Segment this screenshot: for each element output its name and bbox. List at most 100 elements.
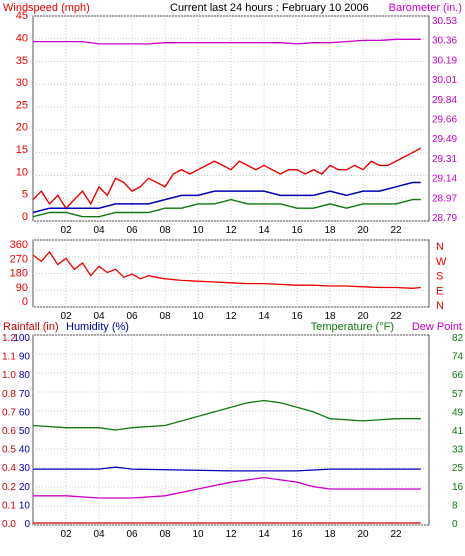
humidity-tick-label: 30 bbox=[19, 463, 31, 474]
direction-panel-series bbox=[32, 250, 421, 289]
x-tick-label: 10 bbox=[192, 529, 204, 540]
x-tick-label: 04 bbox=[93, 529, 105, 540]
wind-tick-label: 15 bbox=[16, 144, 28, 156]
x-tick-label: 04 bbox=[93, 311, 105, 322]
x-tick-label: 06 bbox=[126, 311, 138, 322]
temp-panel-series bbox=[32, 399, 421, 524]
x-tick-label: 14 bbox=[258, 311, 270, 322]
barometer-tick-label: 30.36 bbox=[432, 36, 457, 47]
direction-tick-label: 360 bbox=[10, 239, 28, 251]
temperature-tick-label: 25 bbox=[452, 463, 464, 474]
humidity-tick-label: 40 bbox=[19, 445, 31, 456]
wind-tick-label: 20 bbox=[16, 122, 28, 134]
x-tick-label: 10 bbox=[192, 311, 204, 322]
x-tick-label: 08 bbox=[159, 311, 171, 322]
graph-title: Current last 24 hours : February 10 2006 bbox=[170, 2, 369, 14]
windspeed-average-line bbox=[32, 181, 421, 214]
barometer-tick-label: 29.31 bbox=[432, 154, 457, 165]
humidity-tick-label: 60 bbox=[19, 407, 31, 418]
dew-point-line bbox=[33, 476, 421, 499]
x-tick-label: 18 bbox=[324, 311, 336, 322]
temperature-axis-title: Temperature (°F) bbox=[311, 321, 394, 333]
temperature-tick-label: 16 bbox=[452, 482, 464, 493]
rainfall-tick-label: 1.2 bbox=[2, 333, 16, 344]
x-tick-label: 02 bbox=[60, 311, 72, 322]
direction-panel-grid bbox=[33, 239, 429, 308]
x-tick-label: 14 bbox=[258, 225, 270, 236]
humidity-tick-label: 70 bbox=[19, 389, 31, 400]
compass-tick-label: N bbox=[436, 241, 444, 253]
wind-tick-label: 45 bbox=[16, 10, 28, 22]
barometer-line bbox=[33, 38, 421, 45]
wind-panel-grid bbox=[33, 15, 429, 222]
compass-tick-label: W bbox=[436, 256, 447, 268]
barometer-tick-label: 28.97 bbox=[432, 193, 457, 204]
x-tick-label: 12 bbox=[225, 311, 237, 322]
temperature-line bbox=[32, 399, 421, 431]
temperature-tick-label: 8 bbox=[452, 500, 458, 511]
barometer-axis-title: Barometer (in.) bbox=[389, 2, 462, 14]
windspeed-axis-title: Windspeed (mph) bbox=[3, 2, 90, 14]
humidity-tick-label: 10 bbox=[19, 500, 31, 511]
barometer-tick-label: 29.14 bbox=[432, 174, 457, 185]
rainfall-tick-label: 0.6 bbox=[2, 426, 16, 437]
humidity-tick-label: 90 bbox=[19, 352, 31, 363]
wind-panel-series bbox=[32, 38, 422, 218]
barometer-tick-label: 28.79 bbox=[432, 213, 457, 224]
direction-tick-label: 0 bbox=[22, 296, 28, 308]
wind-tick-label: 30 bbox=[16, 77, 28, 89]
rainfall-tick-label: 1.0 bbox=[2, 370, 16, 381]
x-tick-label: 08 bbox=[159, 225, 171, 236]
x-tick-label: 06 bbox=[126, 529, 138, 540]
compass-tick-label: N bbox=[436, 300, 444, 312]
humidity-tick-label: 0 bbox=[24, 519, 30, 530]
x-tick-label: 20 bbox=[357, 529, 369, 540]
wind-tick-label: 5 bbox=[22, 189, 28, 201]
x-tick-label: 14 bbox=[258, 529, 270, 540]
temperature-tick-label: 66 bbox=[452, 370, 464, 381]
temperature-tick-label: 74 bbox=[452, 352, 464, 363]
temperature-tick-label: 82 bbox=[452, 333, 464, 344]
dew-point-axis-title: Dew Point bbox=[412, 321, 462, 333]
humidity-line bbox=[33, 466, 421, 472]
rainfall-tick-label: 0.2 bbox=[2, 482, 16, 493]
rainfall-axis-title: Rainfall (in) bbox=[3, 321, 59, 333]
wind-direction-line bbox=[32, 250, 421, 289]
rainfall-tick-label: 0.1 bbox=[2, 500, 16, 511]
rainfall-tick-label: 0.8 bbox=[2, 389, 16, 400]
x-tick-label: 22 bbox=[390, 529, 402, 540]
temp-panel-grid bbox=[33, 334, 429, 526]
barometer-tick-label: 30.01 bbox=[432, 75, 457, 86]
rainfall-tick-label: 1.1 bbox=[2, 352, 16, 363]
rainfall-tick-label: 0.7 bbox=[2, 407, 16, 418]
rainfall-tick-label: 0.0 bbox=[2, 519, 16, 530]
x-tick-label: 06 bbox=[126, 225, 138, 236]
compass-tick-label: E bbox=[436, 285, 443, 297]
humidity-tick-label: 80 bbox=[19, 370, 31, 381]
x-tick-label: 12 bbox=[225, 225, 237, 236]
x-tick-label: 20 bbox=[357, 311, 369, 322]
humidity-tick-label: 100 bbox=[13, 333, 30, 344]
x-tick-label: 16 bbox=[291, 225, 303, 236]
wind-tick-label: 10 bbox=[16, 166, 28, 178]
temperature-tick-label: 33 bbox=[452, 445, 464, 456]
barometer-tick-label: 30.53 bbox=[432, 16, 457, 27]
x-tick-label: 10 bbox=[192, 225, 204, 236]
compass-tick-label: S bbox=[436, 271, 443, 283]
x-tick-label: 02 bbox=[60, 225, 72, 236]
wind-tick-label: 35 bbox=[16, 55, 28, 67]
x-tick-label: 16 bbox=[291, 311, 303, 322]
rainfall-tick-label: 0.4 bbox=[2, 463, 16, 474]
x-tick-label: 08 bbox=[159, 529, 171, 540]
x-tick-label: 22 bbox=[390, 225, 402, 236]
temperature-tick-label: 41 bbox=[452, 426, 464, 437]
axis-tick-labels: 0 5 10 15 20 25 30 35 40 45 28.79 28.97 29.14 29.31 29… bbox=[2, 10, 464, 540]
temperature-tick-label: 57 bbox=[452, 389, 464, 400]
barometer-tick-label: 29.84 bbox=[432, 95, 457, 106]
windspeed-line bbox=[32, 147, 422, 210]
x-tick-label: 12 bbox=[225, 529, 237, 540]
direction-tick-label: 270 bbox=[10, 253, 28, 265]
temperature-tick-label: 0 bbox=[452, 519, 458, 530]
x-tick-label: 22 bbox=[390, 311, 402, 322]
